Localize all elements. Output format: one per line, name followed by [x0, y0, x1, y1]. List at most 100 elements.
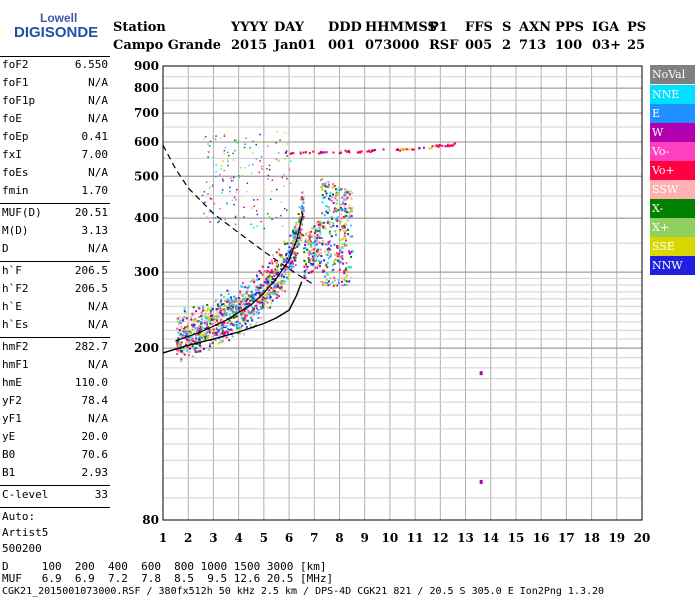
echo-point-sparse: [233, 176, 235, 179]
echo-point: [245, 308, 248, 311]
echo-point: [326, 273, 329, 276]
echo-point: [343, 198, 346, 201]
echo-point: [215, 309, 218, 312]
echo-point: [177, 321, 180, 324]
echo-point: [324, 190, 327, 193]
echo-point: [238, 328, 241, 331]
echo-point: [307, 234, 310, 237]
echo-point-sparse: [211, 185, 214, 187]
echo-point: [228, 319, 231, 322]
echo-point-sparse: [209, 221, 211, 223]
echo-point: [339, 261, 342, 264]
divider: [0, 261, 110, 262]
echo-point: [294, 225, 297, 228]
echo-point: [342, 202, 345, 205]
echo-point: [310, 252, 313, 255]
echo-point: [278, 286, 281, 289]
echo-point: [336, 270, 339, 273]
echo-point: [227, 307, 230, 310]
param-key: foF1p: [2, 94, 36, 107]
echo-point: [266, 296, 269, 299]
echo-point: [285, 242, 288, 245]
echo-point: [283, 275, 286, 278]
echo-point: [292, 240, 295, 243]
echo-point-sparse: [226, 203, 228, 205]
echo-point: [233, 299, 236, 302]
echo-point: [337, 216, 340, 219]
echo-point: [325, 192, 328, 195]
echo-point: [300, 196, 303, 199]
echo-point: [323, 214, 326, 217]
param-key: h`F: [2, 264, 22, 277]
echo-point: [342, 262, 345, 265]
param-value: 70.6: [81, 448, 109, 461]
echo-point-sparse: [222, 160, 224, 162]
echo-point-band: [399, 149, 402, 152]
echo-point: [263, 281, 266, 284]
echo-point: [297, 236, 300, 239]
echo-point: [316, 230, 319, 233]
echo-point: [312, 262, 315, 265]
echo-point: [202, 309, 205, 312]
echo-point: [349, 213, 352, 216]
echo-point-sparse: [235, 139, 237, 142]
echo-point: [304, 238, 307, 241]
param-key: h`Es: [2, 318, 29, 331]
echo-point: [248, 311, 251, 314]
echo-point: [275, 261, 278, 264]
echo-point-sparse: [271, 179, 274, 181]
echo-point: [317, 230, 320, 233]
echo-point: [303, 274, 306, 277]
echo-point: [209, 343, 212, 346]
echo-point: [200, 329, 203, 332]
echo-point: [245, 305, 248, 308]
echo-point-band: [308, 152, 311, 155]
echo-point: [253, 296, 256, 299]
echo-point: [273, 278, 276, 281]
echo-point: [271, 262, 274, 265]
echo-point: [221, 324, 224, 327]
auto-line: Auto:: [2, 510, 36, 523]
echo-point: [180, 333, 183, 336]
echo-point: [300, 228, 303, 231]
echo-point: [266, 301, 269, 304]
echo-point: [240, 316, 243, 319]
echo-point: [206, 337, 209, 340]
echo-point: [187, 340, 190, 343]
echo-point: [200, 311, 203, 314]
echo-point: [255, 273, 258, 276]
echo-point-band: [431, 145, 434, 148]
echo-point: [223, 312, 226, 315]
param-value: N/A: [88, 242, 108, 255]
echo-point: [273, 289, 276, 292]
echo-point: [321, 183, 324, 186]
echo-point: [318, 259, 321, 262]
echo-point: [205, 321, 208, 324]
echo-point: [344, 198, 347, 201]
echo-point: [177, 350, 180, 353]
echo-point-sparse: [218, 220, 220, 222]
echo-point-sparse: [251, 163, 254, 166]
echo-point: [195, 349, 198, 352]
echo-point: [280, 286, 283, 289]
echo-point: [236, 309, 239, 312]
echo-point: [263, 282, 266, 285]
echo-point: [209, 322, 212, 325]
echo-point: [319, 233, 322, 236]
x-tick-label: 2: [184, 531, 192, 545]
echo-point: [221, 341, 224, 344]
echo-point-sparse: [255, 158, 258, 160]
echo-point-sparse: [275, 216, 278, 219]
echo-point-band: [304, 151, 307, 154]
echo-point: [338, 268, 341, 271]
echo-point: [208, 318, 211, 321]
echo-point: [265, 288, 268, 291]
echo-point: [327, 197, 330, 200]
echo-point: [260, 297, 263, 300]
echo-point: [197, 320, 200, 323]
echo-point: [314, 258, 317, 261]
echo-point: [330, 216, 333, 219]
echo-point-sparse: [278, 160, 280, 162]
echo-point: [283, 270, 286, 273]
echo-point: [203, 319, 206, 322]
